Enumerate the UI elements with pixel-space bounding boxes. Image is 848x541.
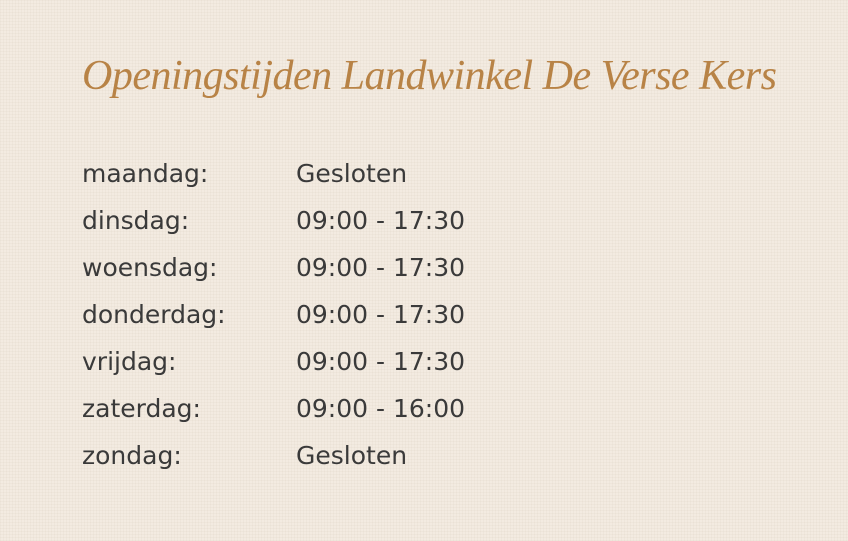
title: Openingstijden Landwinkel De Verse Kers <box>82 53 777 99</box>
hours-row: vrijdag: 09:00 - 17:30 <box>82 338 465 385</box>
time: 09:00 - 17:30 <box>296 206 466 235</box>
hours-row: maandag: Gesloten <box>82 150 465 197</box>
opening-hours: Openingstijden Landwinkel De Verse Kers … <box>82 52 777 479</box>
day: dinsdag: <box>82 206 190 235</box>
time: 09:00 - 16:00 <box>296 394 466 423</box>
hours-row: dinsdag: 09:00 - 17:30 <box>82 197 465 244</box>
time: Gesloten <box>296 441 408 470</box>
day: donderdag: <box>82 300 226 329</box>
time: Gesloten <box>296 159 408 188</box>
hours-table: maandag: Gesloten dinsdag: 09:00 - 17:30 woe… <box>82 150 465 479</box>
hours-row: zondag: Gesloten <box>82 432 465 479</box>
day: vrijdag: <box>82 347 177 376</box>
time: 09:00 - 17:30 <box>296 347 466 376</box>
hours-row: woensdag: 09:00 - 17:30 <box>82 244 465 291</box>
time: 09:00 - 17:30 <box>296 253 466 282</box>
day: zaterdag: <box>82 394 201 423</box>
hours-row: zaterdag: 09:00 - 16:00 <box>82 385 465 432</box>
time: 09:00 - 17:30 <box>296 300 466 329</box>
hours-row: donderdag: 09:00 - 17:30 <box>82 291 465 338</box>
day: zondag: <box>82 441 182 470</box>
day: maandag: <box>82 159 209 188</box>
day: woensdag: <box>82 253 218 282</box>
